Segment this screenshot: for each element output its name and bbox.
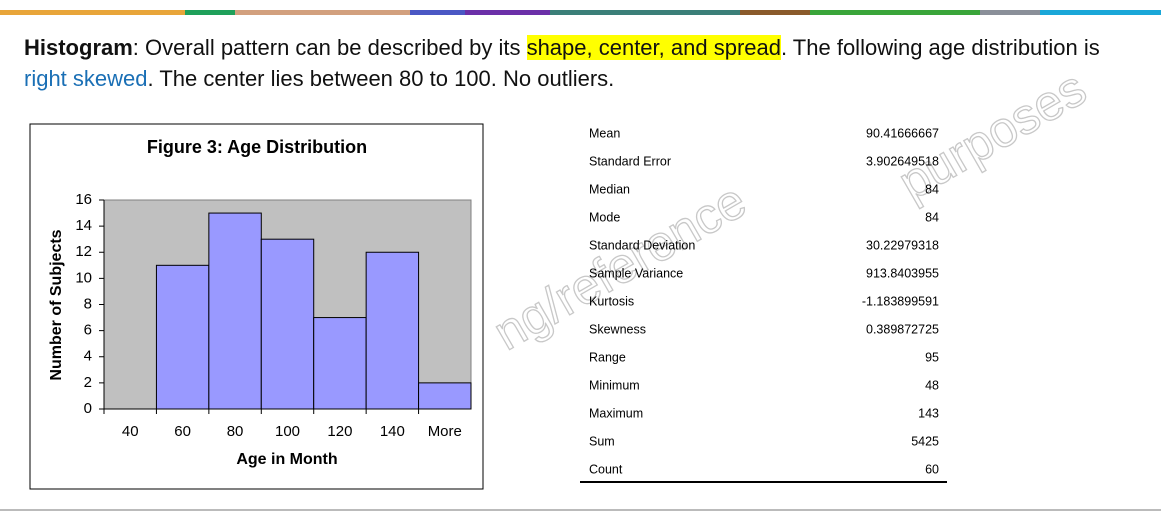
text: : Overall pattern can be described by it… (132, 35, 527, 60)
bar (313, 317, 367, 410)
stat-label: Mode (589, 210, 620, 224)
term: Histogram (24, 35, 133, 60)
top-color-bar (0, 10, 1161, 15)
stat-label: Median (589, 182, 630, 196)
stat-label: Standard Error (589, 154, 671, 168)
stat-label: Count (589, 462, 623, 476)
stat-label: Kurtosis (589, 294, 634, 308)
y-tick-label: 10 (75, 269, 92, 286)
stat-label: Minimum (589, 378, 640, 392)
y-tick-label: 4 (84, 348, 92, 365)
bar (155, 264, 210, 410)
y-tick-label: 8 (84, 295, 92, 312)
stat-label: Standard Deviation (589, 238, 695, 252)
x-tick-label: More (428, 423, 462, 440)
stat-value: 60 (925, 462, 939, 476)
stat-label: Maximum (589, 406, 643, 420)
stat-value: 95 (925, 350, 939, 364)
emphasis: right skewed (24, 66, 148, 91)
stat-value: 143 (918, 406, 939, 420)
x-tick-label: 80 (227, 423, 244, 440)
stat-value: 5425 (911, 434, 939, 448)
stat-value: -1.183899591 (862, 294, 939, 308)
bar (418, 382, 472, 410)
y-tick-label: 0 (84, 400, 92, 417)
stat-label: Skewness (589, 322, 646, 336)
stat-label: Mean (589, 126, 620, 140)
bar (208, 212, 262, 410)
y-tick-label: 2 (84, 374, 92, 391)
stat-value: 30.22979318 (866, 238, 939, 252)
stat-value: 48 (925, 378, 939, 392)
stat-value: 84 (925, 210, 939, 224)
highlight: shape, center, and spread (526, 35, 781, 60)
stat-value: 90.41666667 (866, 126, 939, 140)
chart-frame (29, 123, 484, 490)
stat-value: 913.8403955 (866, 266, 939, 280)
stat-value: 84 (925, 182, 939, 196)
x-tick-label: 60 (174, 423, 191, 440)
stat-value: 3.902649518 (866, 154, 939, 168)
x-tick-label: 40 (122, 423, 139, 440)
x-tick-label: 140 (380, 423, 405, 440)
y-tick-label: 16 (75, 191, 92, 208)
x-tick-label: 100 (275, 423, 300, 440)
y-axis-title: Number of Subjects (48, 229, 65, 380)
stat-label: Sum (589, 434, 615, 448)
x-tick-label: 120 (327, 423, 352, 440)
intro-text: Histogram: Overall pattern can be descri… (24, 32, 1104, 94)
stat-label: Sample Variance (589, 266, 683, 280)
y-tick-label: 12 (75, 243, 92, 260)
x-axis-title: Age in Month (236, 451, 337, 468)
text: . The center lies between 80 to 100. No … (147, 66, 615, 91)
y-tick-label: 14 (75, 217, 92, 234)
text: . The following age distribution is (780, 35, 1100, 60)
chart-title: Figure 3: Age Distribution (147, 137, 367, 157)
stat-label: Range (589, 350, 626, 364)
bar (365, 251, 420, 410)
y-tick-label: 6 (84, 322, 92, 339)
bar (260, 238, 315, 410)
stat-value: 0.389872725 (866, 322, 939, 336)
